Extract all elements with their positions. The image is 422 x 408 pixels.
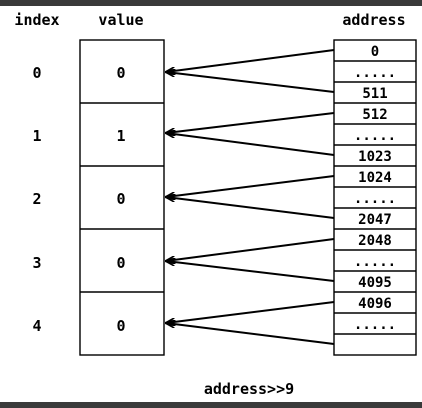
address-ellipsis-text: .....	[354, 317, 396, 333]
value-cell-text: 0	[116, 64, 125, 82]
mapping-arrows	[166, 49, 335, 345]
mapping-arrow	[166, 72, 335, 93]
index-label: 1	[32, 127, 41, 145]
address-cell-text: 511	[362, 86, 387, 102]
value-header: value	[98, 11, 143, 29]
mapping-arrow	[166, 49, 335, 72]
index-label: 0	[32, 64, 41, 82]
index-label: 4	[32, 317, 41, 335]
mapping-arrow	[166, 197, 335, 219]
index-label: 2	[32, 190, 41, 208]
mapping-arrow	[166, 133, 335, 156]
mapping-arrow	[166, 261, 335, 282]
value-cell-text: 0	[116, 317, 125, 335]
address-header: address	[342, 11, 405, 29]
value-column: 0 1 0 0 0	[79, 39, 165, 356]
top-frame-bar	[0, 0, 422, 6]
address-ellipsis-text: .....	[354, 128, 396, 144]
mapping-arrow	[166, 238, 335, 261]
address-cell-text: 1024	[358, 170, 392, 186]
value-cell-text: 0	[116, 254, 125, 272]
mapping-arrow	[166, 301, 335, 323]
address-cell-text: 4096	[358, 296, 392, 312]
address-cell-text: 0	[371, 44, 379, 60]
address-ellipsis-text: .....	[354, 191, 396, 207]
address-cell-text: 512	[362, 107, 387, 123]
mapping-arrow	[166, 323, 335, 345]
value-cell-text: 0	[116, 190, 125, 208]
mapping-arrow	[166, 112, 335, 133]
index-header: index	[14, 11, 59, 29]
index-label: 3	[32, 254, 41, 272]
bottom-frame-bar	[0, 402, 422, 408]
shift-formula-caption: address>>9	[204, 380, 294, 398]
address-ellipsis-text: .....	[354, 254, 396, 270]
address-cell-text: 1023	[358, 149, 392, 165]
value-cell-text: 1	[116, 127, 125, 145]
address-cell-text: 2047	[358, 212, 392, 228]
index-column: 0 1 2 3 4	[32, 64, 41, 335]
address-ellipsis-text: .....	[354, 65, 396, 81]
address-cell-text: 2048	[358, 233, 392, 249]
mapping-arrow	[166, 175, 335, 197]
address-column-outline	[333, 39, 417, 356]
address-column: 0 ..... 511 512 ..... 1023 1024 ..... 20…	[333, 39, 417, 356]
address-cell-text: 4095	[358, 275, 392, 291]
value-column-outline	[79, 39, 165, 356]
